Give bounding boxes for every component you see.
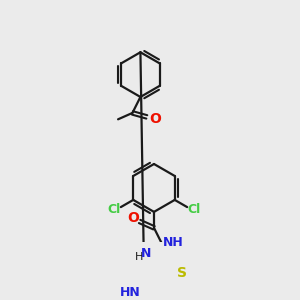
Text: H: H (135, 252, 143, 262)
Text: Cl: Cl (187, 203, 200, 216)
Text: N: N (141, 247, 151, 260)
Text: NH: NH (163, 236, 184, 249)
Text: O: O (127, 211, 139, 225)
Text: S: S (177, 266, 187, 280)
Text: Cl: Cl (108, 203, 121, 216)
Text: HN: HN (120, 286, 140, 299)
Text: O: O (149, 112, 161, 125)
